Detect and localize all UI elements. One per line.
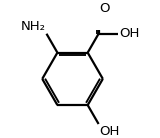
Text: NH₂: NH₂ [20,20,45,33]
Text: OH: OH [99,125,120,138]
Text: O: O [99,2,110,15]
Text: OH: OH [119,27,139,40]
